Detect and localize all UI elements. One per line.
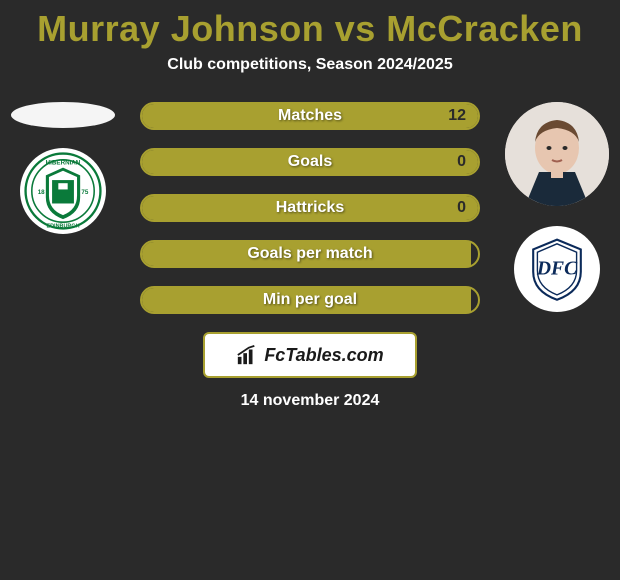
subtitle: Club competitions, Season 2024/2025 xyxy=(0,56,620,74)
crest-year-right: 75 xyxy=(81,189,88,196)
dundee-crest-icon: DFC xyxy=(522,234,592,304)
stat-bar-goals-per-match: Goals per match xyxy=(140,240,480,268)
crest-text-bottom: EDINBURGH xyxy=(46,224,79,230)
bar-label: Goals per match xyxy=(247,245,372,263)
date: 14 november 2024 xyxy=(0,392,620,410)
bar-label: Goals xyxy=(288,153,332,171)
bar-value-right: 0 xyxy=(457,153,466,171)
left-column: HIBERNIAN EDINBURGH 18 75 xyxy=(8,102,118,234)
stat-bar-goals: Goals 0 xyxy=(140,148,480,176)
bar-label: Min per goal xyxy=(263,291,357,309)
brand-box[interactable]: FcTables.com xyxy=(203,332,417,378)
bar-label: Matches xyxy=(278,107,342,125)
player-photo-right xyxy=(505,102,609,206)
crest-monogram: DFC xyxy=(536,259,578,280)
brand-text: FcTables.com xyxy=(264,345,383,366)
stat-bar-hattricks: Hattricks 0 xyxy=(140,194,480,222)
stat-bar-matches: Matches 12 xyxy=(140,102,480,130)
stats-bars: Matches 12 Goals 0 Hattricks 0 Goals per… xyxy=(140,102,480,314)
player-headshot-icon xyxy=(505,102,609,206)
crest-year-left: 18 xyxy=(38,189,45,196)
comparison-content: HIBERNIAN EDINBURGH 18 75 xyxy=(0,102,620,410)
club-badge-right: DFC xyxy=(514,226,600,312)
bar-value-right: 12 xyxy=(448,107,466,125)
club-badge-left: HIBERNIAN EDINBURGH 18 75 xyxy=(20,148,106,234)
stat-bar-min-per-goal: Min per goal xyxy=(140,286,480,314)
right-column: DFC xyxy=(502,102,612,312)
bar-label: Hattricks xyxy=(276,199,344,217)
chart-icon xyxy=(236,344,258,366)
crest-text-top: HIBERNIAN xyxy=(46,159,81,166)
hibernian-crest-icon: HIBERNIAN EDINBURGH 18 75 xyxy=(24,152,102,230)
player-photo-left xyxy=(11,102,115,128)
page-title: Murray Johnson vs McCracken xyxy=(0,0,620,50)
bar-value-right: 0 xyxy=(457,199,466,217)
